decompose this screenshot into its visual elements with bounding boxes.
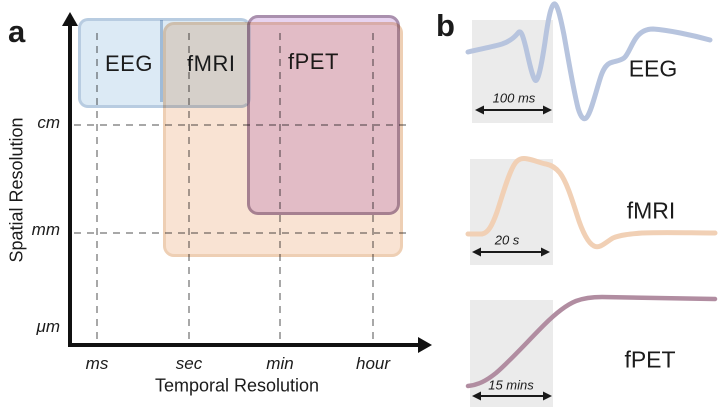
ytick-um: μm — [36, 317, 60, 336]
y-axis-arrowhead-icon — [62, 12, 78, 26]
fpet-row-label: fPET — [624, 346, 676, 373]
ytick-cm: cm — [37, 113, 60, 132]
panel-b-label: b — [436, 8, 455, 43]
xtick-min: min — [266, 354, 294, 373]
waveforms-canvas — [465, 1, 718, 401]
x-axis-line — [68, 343, 420, 347]
eeg-waveform — [465, 1, 713, 122]
y-axis-title: Spatial Resolution — [6, 117, 27, 263]
ytick-mm: mm — [31, 220, 60, 239]
fmri-timescale-arrow — [472, 247, 550, 257]
xtick-ms: ms — [85, 354, 109, 373]
eeg-timescale-arrow — [475, 105, 552, 115]
y-axis-line — [68, 24, 72, 347]
grid-line-ms — [96, 33, 98, 345]
fpet-timescale-label: 15 mins — [488, 377, 534, 393]
fpet-box-label: fPET — [288, 49, 339, 74]
fpet-box: fPET — [247, 15, 400, 215]
xtick-hour: hour — [355, 354, 391, 373]
panel-a-label: a — [8, 14, 26, 49]
eeg-timescale-label: 100 ms — [492, 90, 536, 106]
fpet-timescale-arrow — [472, 391, 552, 401]
fmri-waveform — [465, 156, 718, 250]
fpet-timescale-shade — [470, 300, 553, 407]
x-axis-title: Temporal Resolution — [154, 375, 320, 396]
x-axis-arrowhead-icon — [418, 337, 432, 353]
fmri-box-label: fMRI — [187, 51, 236, 76]
fpet-waveform — [465, 294, 718, 389]
eeg-row-label: EEG — [628, 55, 678, 82]
eeg-box-label: EEG — [105, 51, 153, 76]
fmri-timescale-shade — [470, 159, 553, 265]
xtick-sec: sec — [175, 354, 203, 373]
fmri-timescale-label: 20 s — [494, 232, 520, 248]
fmri-row-label: fMRI — [626, 197, 676, 224]
